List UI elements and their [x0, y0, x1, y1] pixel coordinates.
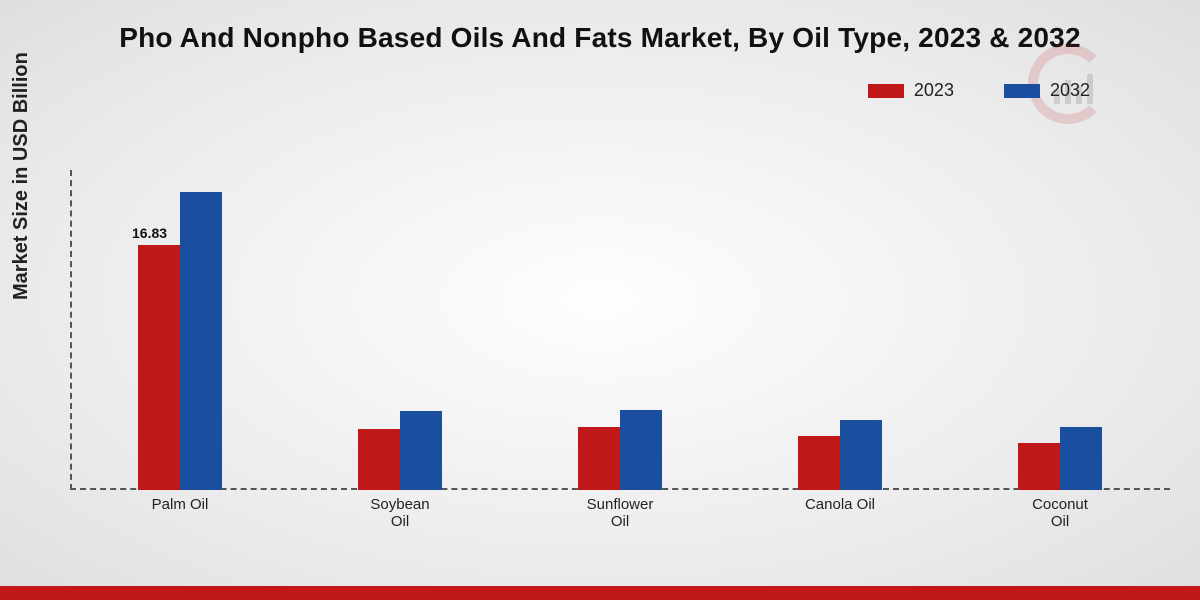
bar-2023 [1018, 443, 1060, 490]
y-axis-label: Market Size in USD Billion [10, 52, 33, 300]
bar-groups: 16.83 [70, 170, 1170, 490]
bar-2032 [180, 192, 222, 490]
bar-2023 [358, 429, 400, 490]
bar-2032 [840, 420, 882, 490]
bar-2023 [138, 245, 180, 490]
x-axis-label: SoybeanOil [330, 492, 470, 530]
legend-label-2023: 2023 [914, 80, 954, 101]
legend: 2023 2032 [868, 80, 1090, 101]
bar-group [770, 420, 910, 490]
plot-area: 16.83 Palm Oil SoybeanOil SunflowerOil Cano… [70, 140, 1170, 530]
bar-group [990, 427, 1130, 490]
bar-2032 [400, 411, 442, 490]
x-axis-labels: Palm Oil SoybeanOil SunflowerOil Canola Oil… [70, 492, 1170, 530]
x-axis-label: SunflowerOil [550, 492, 690, 530]
bar-group [550, 410, 690, 490]
bar-2032 [620, 410, 662, 490]
x-axis-label: Canola Oil [770, 492, 910, 530]
chart-title: Pho And Nonpho Based Oils And Fats Marke… [0, 22, 1200, 54]
legend-item-2032: 2032 [1004, 80, 1090, 101]
x-axis-label: Palm Oil [110, 492, 250, 530]
bar-2032 [1060, 427, 1102, 490]
legend-item-2023: 2023 [868, 80, 954, 101]
bar-value-label: 16.83 [132, 225, 167, 241]
legend-label-2032: 2032 [1050, 80, 1090, 101]
footer-accent-bar [0, 586, 1200, 600]
chart-canvas: Pho And Nonpho Based Oils And Fats Marke… [0, 0, 1200, 600]
bar-group [330, 411, 470, 490]
bar-group: 16.83 [110, 192, 250, 490]
bar-2023 [578, 427, 620, 490]
legend-swatch-2023 [868, 84, 904, 98]
bar-2023 [798, 436, 840, 490]
x-axis-label: CoconutOil [990, 492, 1130, 530]
legend-swatch-2032 [1004, 84, 1040, 98]
